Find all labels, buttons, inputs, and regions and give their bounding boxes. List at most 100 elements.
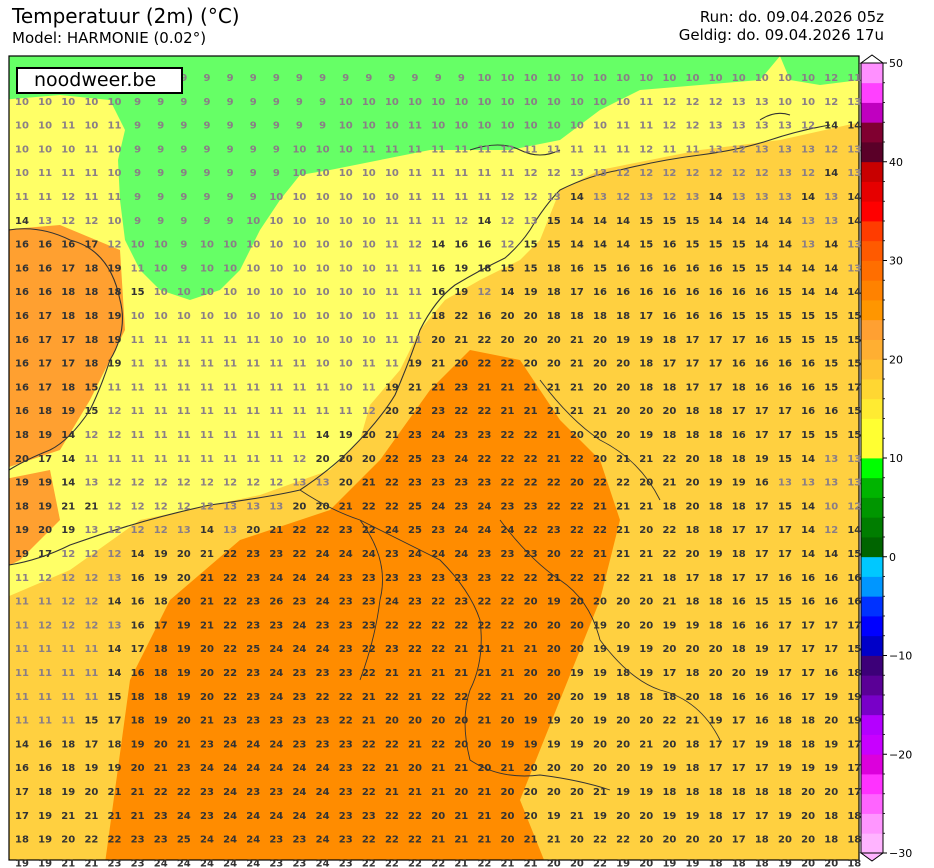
temperature-value: 23 <box>339 668 353 679</box>
temperature-value: 18 <box>778 787 792 798</box>
temperature-value: 12 <box>732 168 746 179</box>
temperature-value: 20 <box>570 430 584 441</box>
temperature-value: 20 <box>616 382 630 393</box>
temperature-value: 11 <box>61 716 75 727</box>
temperature-value: 21 <box>61 858 75 868</box>
temperature-value: 18 <box>477 263 491 274</box>
temperature-value: 22 <box>362 858 376 868</box>
temperature-value: 12 <box>177 501 191 512</box>
temperature-value: 10 <box>269 263 283 274</box>
temperature-value: 10 <box>292 144 306 155</box>
temperature-value: 9 <box>250 168 257 179</box>
temperature-value: 20 <box>662 406 676 417</box>
temperature-value: 16 <box>801 573 815 584</box>
temperature-value: 13 <box>593 168 607 179</box>
temperature-value: 18 <box>732 549 746 560</box>
temperature-value: 16 <box>616 287 630 298</box>
temperature-value: 20 <box>547 335 561 346</box>
temperature-value: 24 <box>339 549 353 560</box>
temperature-value: 17 <box>709 335 723 346</box>
temperature-value: 19 <box>616 787 630 798</box>
temperature-value: 14 <box>847 121 861 132</box>
temperature-value: 23 <box>269 716 283 727</box>
temperature-value: 10 <box>547 97 561 108</box>
temperature-value: 22 <box>408 835 422 846</box>
temperature-value: 23 <box>292 739 306 750</box>
temperature-value: 19 <box>524 739 538 750</box>
temperature-value: 24 <box>200 763 214 774</box>
temperature-value: 12 <box>84 430 98 441</box>
temperature-value: 22 <box>408 811 422 822</box>
temperature-value: 13 <box>778 121 792 132</box>
temperature-value: 17 <box>38 311 52 322</box>
temperature-value: 19 <box>61 525 75 536</box>
temperature-value: 20 <box>570 692 584 703</box>
temperature-value: 20 <box>38 525 52 536</box>
temperature-value: 13 <box>755 144 769 155</box>
colorbar-segment <box>861 754 883 775</box>
temperature-value: 17 <box>709 359 723 370</box>
temperature-value: 14 <box>801 287 815 298</box>
temperature-value: 18 <box>38 406 52 417</box>
temperature-value: 12 <box>362 406 376 417</box>
colorbar-tick-label: 50 <box>889 57 903 70</box>
temperature-value: 13 <box>847 97 861 108</box>
temperature-value: 22 <box>362 787 376 798</box>
temperature-value: 21 <box>524 382 538 393</box>
temperature-value: 23 <box>292 692 306 703</box>
temperature-value: 22 <box>431 739 445 750</box>
temperature-value: 10 <box>593 73 607 84</box>
temperature-value: 22 <box>223 644 237 655</box>
temperature-value: 19 <box>177 692 191 703</box>
temperature-value: 26 <box>269 597 283 608</box>
temperature-value: 23 <box>385 549 399 560</box>
temperature-value: 10 <box>15 121 29 132</box>
temperature-value: 24 <box>292 811 306 822</box>
temperature-value: 10 <box>269 335 283 346</box>
temperature-value: 23 <box>524 549 538 560</box>
temperature-value: 17 <box>732 573 746 584</box>
temperature-value: 22 <box>223 668 237 679</box>
temperature-value: 16 <box>15 406 29 417</box>
valid-label: Geldig: do. 09.04.2026 17u <box>678 26 884 44</box>
temperature-value: 16 <box>801 597 815 608</box>
temperature-value: 19 <box>593 620 607 631</box>
temperature-value: 16 <box>662 311 676 322</box>
temperature-value: 21 <box>570 335 584 346</box>
temperature-value: 12 <box>847 501 861 512</box>
temperature-value: 15 <box>593 263 607 274</box>
temperature-value: 20 <box>385 406 399 417</box>
temperature-value: 21 <box>269 525 283 536</box>
temperature-value: 11 <box>200 382 214 393</box>
temperature-value: 20 <box>524 620 538 631</box>
temperature-value: 21 <box>501 763 515 774</box>
temperature-value: 16 <box>801 382 815 393</box>
temperature-value: 17 <box>778 406 792 417</box>
temperature-value: 21 <box>593 406 607 417</box>
temperature-value: 20 <box>570 644 584 655</box>
temperature-value: 20 <box>316 501 330 512</box>
temperature-value: 11 <box>131 359 145 370</box>
temperature-value: 20 <box>501 716 515 727</box>
temperature-value: 10 <box>593 97 607 108</box>
colorbar-segment <box>861 379 883 400</box>
temperature-value: 12 <box>84 216 98 227</box>
temperature-value: 22 <box>108 835 122 846</box>
temperature-value: 22 <box>362 644 376 655</box>
temperature-value: 19 <box>824 692 838 703</box>
temperature-value: 20 <box>431 716 445 727</box>
temperature-value: 17 <box>732 811 746 822</box>
temperature-value: 22 <box>362 835 376 846</box>
temperature-value: 21 <box>524 835 538 846</box>
temperature-value: 11 <box>269 454 283 465</box>
temperature-value: 14 <box>778 263 792 274</box>
temperature-value: 11 <box>385 335 399 346</box>
temperature-value: 22 <box>385 811 399 822</box>
temperature-value: 18 <box>709 692 723 703</box>
temperature-value: 19 <box>177 620 191 631</box>
temperature-value: 11 <box>177 335 191 346</box>
temperature-value: 16 <box>15 287 29 298</box>
temperature-value: 24 <box>246 835 260 846</box>
temperature-value: 18 <box>639 692 653 703</box>
temperature-value: 22 <box>223 692 237 703</box>
